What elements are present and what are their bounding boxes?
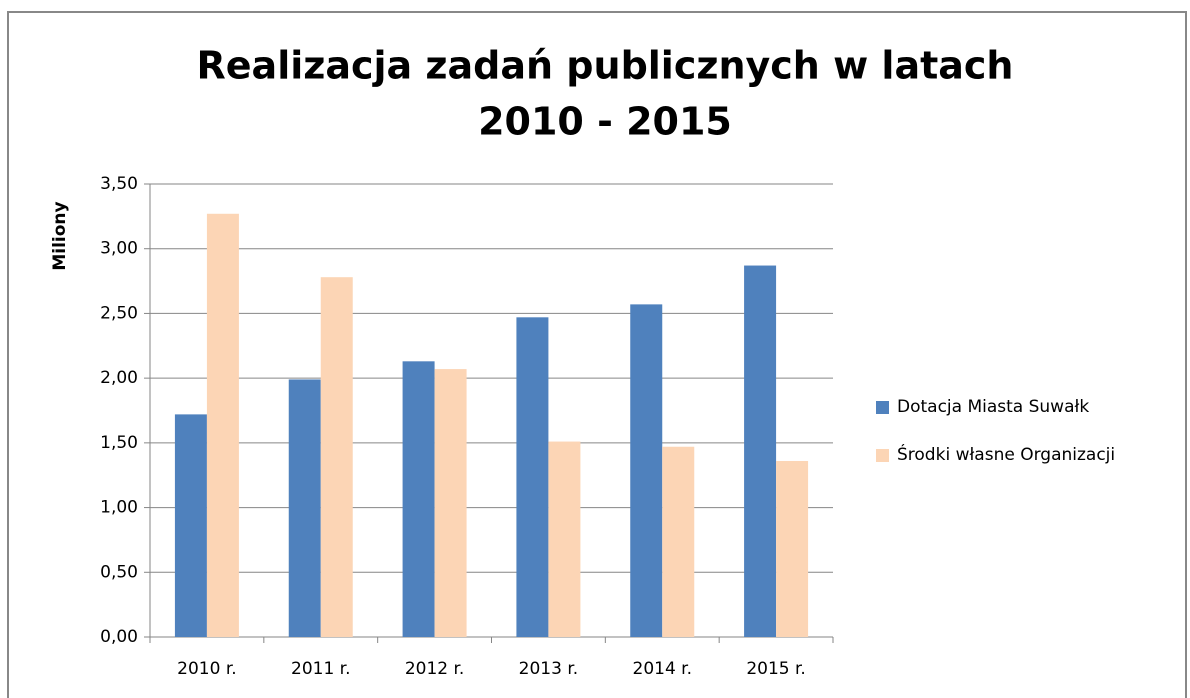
bar [776, 460, 809, 637]
x-tick-label: 2012 r. [405, 659, 465, 679]
y-tick-label: 2,00 [100, 368, 138, 388]
chart-title: 2010 - 2015 [478, 100, 732, 144]
legend-label: Środki własne Organizacji [897, 443, 1115, 465]
x-tick-label: 2015 r. [746, 659, 806, 679]
y-tick-label: 1,00 [100, 498, 138, 518]
y-tick-label: 1,50 [100, 433, 138, 453]
bar [174, 414, 207, 637]
bar [402, 361, 435, 637]
bar [630, 304, 663, 637]
y-tick-label: 0,00 [100, 627, 138, 647]
bar [548, 441, 581, 637]
bar [320, 277, 353, 637]
chart-title: Realizacja zadań publicznych w latach [197, 44, 1014, 88]
legend-swatch [876, 401, 889, 414]
legend-swatch [876, 449, 889, 462]
bar [516, 317, 549, 637]
legend-label: Dotacja Miasta Suwałk [897, 397, 1089, 417]
bar [434, 369, 467, 637]
x-tick-label: 2014 r. [633, 659, 693, 679]
x-tick-label: 2013 r. [519, 659, 579, 679]
y-tick-label: 2,50 [100, 303, 138, 323]
x-tick-label: 2011 r. [291, 659, 351, 679]
bar [744, 265, 777, 637]
y-tick-label: 3,50 [100, 174, 138, 194]
x-tick-label: 2010 r. [177, 659, 237, 679]
y-axis-label: Miliony [50, 201, 70, 270]
bar [206, 213, 239, 638]
y-tick-label: 0,50 [100, 562, 138, 582]
bar [288, 379, 321, 637]
bar [662, 446, 695, 637]
y-tick-label: 3,00 [100, 239, 138, 259]
